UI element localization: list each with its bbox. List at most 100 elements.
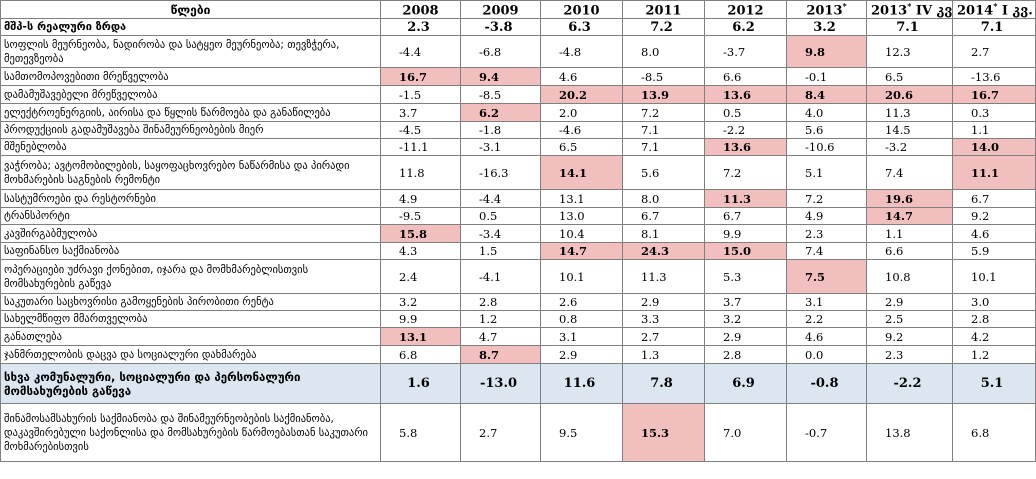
row-label: სამთომოპოვებითი მრეწველობა bbox=[0, 67, 381, 87]
value-cell: -4.5 bbox=[380, 121, 461, 140]
sector-growth-table: წლები 2008 2009 2010 2011 2012 2013* 201… bbox=[0, 0, 1036, 463]
value-cell: -13.6 bbox=[952, 67, 1036, 87]
row-label: სახელმწიფო მმართველობა bbox=[0, 310, 381, 329]
table-row: ტრანსპორტი -9.5 0.5 13.0 6.7 6.7 4.9 14.7 9.2 bbox=[0, 207, 1036, 226]
value-cell: 10.4 bbox=[540, 224, 623, 244]
value-cell: 9.2 bbox=[866, 327, 953, 347]
value-cell: 13.6 bbox=[704, 138, 787, 157]
value-cell: 13.9 bbox=[622, 85, 705, 105]
value-cell: 6.6 bbox=[866, 242, 953, 261]
value-cell: -3.8 bbox=[460, 18, 541, 37]
value-cell: 3.7 bbox=[704, 293, 787, 312]
value-cell: 14.5 bbox=[866, 121, 953, 140]
value-cell: 4.9 bbox=[786, 207, 867, 226]
row-label: სხვა კომუნალური, სოციალური და პერსონალურ… bbox=[0, 363, 381, 405]
row-label: პროდუქციის გადამუშავება შინამეურნეობების… bbox=[0, 121, 381, 140]
value-cell: 1.3 bbox=[622, 345, 705, 365]
value-cell: 6.9 bbox=[704, 363, 787, 405]
value-cell: -10.6 bbox=[786, 138, 867, 157]
value-cell: 0.5 bbox=[460, 207, 541, 226]
header-col-2009: 2009 bbox=[460, 0, 541, 20]
value-cell: 9.5 bbox=[540, 403, 623, 463]
table-row: დამამუშავებელი მრეწველობა -1.5 -8.5 20.2 13.… bbox=[0, 85, 1036, 105]
value-cell: 7.1 bbox=[622, 138, 705, 157]
value-cell: 19.6 bbox=[866, 189, 953, 209]
value-cell: 24.3 bbox=[622, 242, 705, 261]
value-cell: 14.7 bbox=[540, 242, 623, 261]
row-label: სასტუმროები და რესტორნები bbox=[0, 189, 381, 209]
value-cell: -3.2 bbox=[866, 138, 953, 157]
value-cell: 15.3 bbox=[622, 403, 705, 463]
row-label: ოპერაციები უძრავი ქონებით, იჯარა და მომხ… bbox=[0, 259, 381, 295]
value-cell: 2.2 bbox=[786, 310, 867, 329]
value-cell: 5.1 bbox=[786, 155, 867, 191]
value-cell: 6.5 bbox=[540, 138, 623, 157]
value-cell: 7.8 bbox=[622, 363, 705, 405]
value-cell: 7.1 bbox=[622, 121, 705, 140]
value-cell: 2.9 bbox=[622, 293, 705, 312]
value-cell: 2.3 bbox=[786, 224, 867, 244]
value-cell: 6.5 bbox=[866, 67, 953, 87]
header-col-2010: 2010 bbox=[540, 0, 623, 20]
row-label: ჯანმრთელობის დაცვა და სოციალური დახმარებ… bbox=[0, 345, 381, 365]
value-cell: 7.5 bbox=[786, 259, 867, 295]
value-cell: 1.5 bbox=[460, 242, 541, 261]
table-row: ოპერაციები უძრავი ქონებით, იჯარა და მომხ… bbox=[0, 259, 1036, 295]
value-cell: 2.0 bbox=[540, 103, 623, 123]
value-cell: 12.3 bbox=[866, 35, 953, 69]
value-cell: -3.4 bbox=[460, 224, 541, 244]
value-cell: 11.3 bbox=[704, 189, 787, 209]
value-cell: -0.1 bbox=[786, 67, 867, 87]
value-cell: 7.1 bbox=[866, 18, 953, 37]
value-cell: 14.0 bbox=[952, 138, 1036, 157]
value-cell: -4.1 bbox=[460, 259, 541, 295]
value-cell: -16.3 bbox=[460, 155, 541, 191]
value-cell: 11.1 bbox=[952, 155, 1036, 191]
value-cell: 1.1 bbox=[952, 121, 1036, 140]
row-label: საკუთარი საცხოვრისი გამოყენების პირობითი… bbox=[0, 293, 381, 312]
value-cell: 3.2 bbox=[704, 310, 787, 329]
value-cell: 4.7 bbox=[460, 327, 541, 347]
value-cell: 3.2 bbox=[786, 18, 867, 37]
row-label: ტრანსპორტი bbox=[0, 207, 381, 226]
header-col-2012: 2012 bbox=[704, 0, 787, 20]
table-row: სოფლის მეურნეობა, ნადირობა და სატყეო მეუ… bbox=[0, 35, 1036, 69]
value-cell: -6.8 bbox=[460, 35, 541, 69]
value-cell: 10.1 bbox=[952, 259, 1036, 295]
value-cell: 0.0 bbox=[786, 345, 867, 365]
value-cell: 4.6 bbox=[786, 327, 867, 347]
table-row: პროდუქციის გადამუშავება შინამეურნეობების… bbox=[0, 121, 1036, 140]
value-cell: 1.1 bbox=[866, 224, 953, 244]
value-cell: 3.7 bbox=[380, 103, 461, 123]
value-cell: 2.7 bbox=[460, 403, 541, 463]
value-cell: 8.7 bbox=[460, 345, 541, 365]
value-cell: 8.4 bbox=[786, 85, 867, 105]
row-label: შინამოსამსახურის საქმიანობა და შინამეურნ… bbox=[0, 403, 381, 463]
value-cell: 5.6 bbox=[786, 121, 867, 140]
table-row: სახელმწიფო მმართველობა 9.9 1.2 0.8 3.3 3.2 2.2… bbox=[0, 310, 1036, 329]
value-cell: 13.0 bbox=[540, 207, 623, 226]
value-cell: 13.8 bbox=[866, 403, 953, 463]
value-cell: 10.1 bbox=[540, 259, 623, 295]
value-cell: 2.7 bbox=[952, 35, 1036, 69]
value-cell: 11.3 bbox=[866, 103, 953, 123]
value-cell: -2.2 bbox=[704, 121, 787, 140]
value-cell: -4.6 bbox=[540, 121, 623, 140]
value-cell: 5.6 bbox=[622, 155, 705, 191]
header-label: წლები bbox=[0, 0, 381, 20]
value-cell: 2.3 bbox=[380, 18, 461, 37]
value-cell: -8.5 bbox=[460, 85, 541, 105]
value-cell: 2.5 bbox=[866, 310, 953, 329]
value-cell: 11.3 bbox=[622, 259, 705, 295]
value-cell: -8.5 bbox=[622, 67, 705, 87]
value-cell: 3.1 bbox=[786, 293, 867, 312]
value-cell: -4.8 bbox=[540, 35, 623, 69]
table-row: ვაჭრობა; ავტომობილების, საყოფაცხოვრებო ნ… bbox=[0, 155, 1036, 191]
value-cell: 7.1 bbox=[952, 18, 1036, 37]
value-cell: 9.9 bbox=[704, 224, 787, 244]
value-cell: -0.8 bbox=[786, 363, 867, 405]
value-cell: -4.4 bbox=[460, 189, 541, 209]
value-cell: 1.2 bbox=[460, 310, 541, 329]
value-cell: 6.7 bbox=[704, 207, 787, 226]
value-cell: 7.2 bbox=[622, 18, 705, 37]
